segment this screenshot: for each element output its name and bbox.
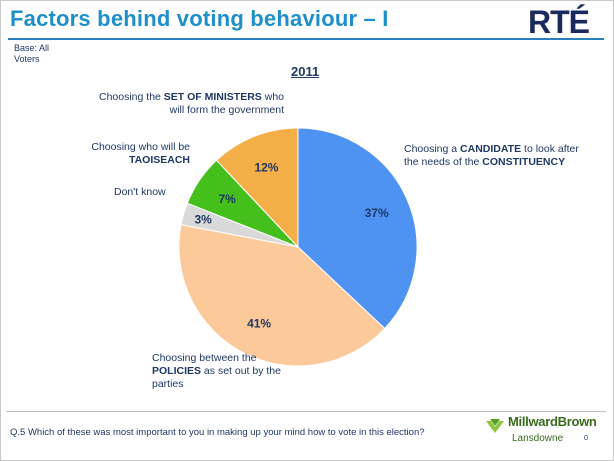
value-label-ministers: 12% bbox=[254, 160, 278, 174]
pie-slice-ministers bbox=[215, 127, 299, 249]
footer-divider bbox=[6, 411, 606, 412]
rte-logo: RTÉ bbox=[528, 4, 590, 40]
label-policies: Choosing between the POLICIES as set out… bbox=[152, 352, 281, 390]
value-label-dont-know: 3% bbox=[194, 212, 212, 226]
value-label-candidate: 37% bbox=[365, 206, 389, 220]
label-candidate: Choosing a CANDIDATE to look after the n… bbox=[404, 143, 579, 168]
survey-question: Q.5 Which of these was most important to… bbox=[10, 427, 425, 438]
brand-line-1: MillwardBrown bbox=[508, 414, 597, 429]
page-number: 0 bbox=[584, 435, 588, 442]
chart-title: 2011 bbox=[291, 64, 320, 79]
brand-line-2: Lansdowne bbox=[512, 433, 564, 444]
label-taoiseach: Choosing who will be TAOISEACH bbox=[91, 141, 190, 166]
slide-title: Factors behind voting behaviour – I bbox=[10, 6, 389, 31]
title-divider bbox=[8, 38, 604, 40]
mb-leaf-icon bbox=[486, 419, 504, 433]
base-note: Base: All Voters bbox=[14, 43, 50, 64]
pie-slice-policies bbox=[178, 224, 386, 367]
value-label-policies: 41% bbox=[247, 316, 271, 330]
label-ministers: Choosing the SET OF MINISTERS who will f… bbox=[99, 91, 284, 116]
pie-slice-candidate bbox=[297, 127, 418, 330]
millward-brown-logo: MillwardBrown Lansdowne 0 bbox=[484, 413, 604, 453]
value-label-taoiseach: 7% bbox=[218, 192, 236, 206]
label-dont-know: Don't know bbox=[114, 186, 166, 198]
